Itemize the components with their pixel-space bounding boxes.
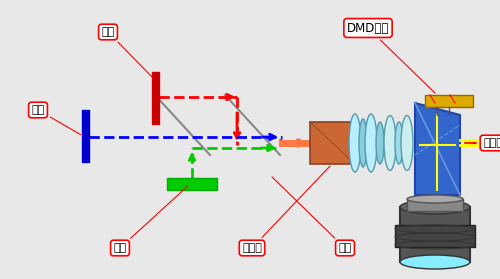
Ellipse shape <box>359 119 367 167</box>
Bar <box>407 199 463 211</box>
Ellipse shape <box>395 122 403 164</box>
Ellipse shape <box>407 195 463 203</box>
Bar <box>152 72 159 124</box>
Ellipse shape <box>365 114 377 172</box>
Bar <box>82 110 89 162</box>
Bar <box>310 122 355 164</box>
Ellipse shape <box>400 200 470 214</box>
Text: 绿色: 绿色 <box>114 186 188 253</box>
Ellipse shape <box>384 116 396 170</box>
Bar <box>167 178 217 190</box>
Bar <box>395 225 475 247</box>
Bar <box>400 207 470 262</box>
Text: 红色: 红色 <box>102 27 153 78</box>
Polygon shape <box>415 103 460 195</box>
Ellipse shape <box>349 114 361 172</box>
Text: 蓝色: 蓝色 <box>32 105 80 134</box>
Text: 透镜: 透镜 <box>272 177 351 253</box>
Bar <box>425 95 473 107</box>
Text: 棱　镜: 棱 镜 <box>475 138 500 148</box>
Ellipse shape <box>400 255 470 269</box>
Ellipse shape <box>401 116 413 170</box>
Text: DMD芯片: DMD芯片 <box>347 21 435 93</box>
Text: 聚光管: 聚光管 <box>242 166 330 253</box>
Ellipse shape <box>376 122 384 164</box>
